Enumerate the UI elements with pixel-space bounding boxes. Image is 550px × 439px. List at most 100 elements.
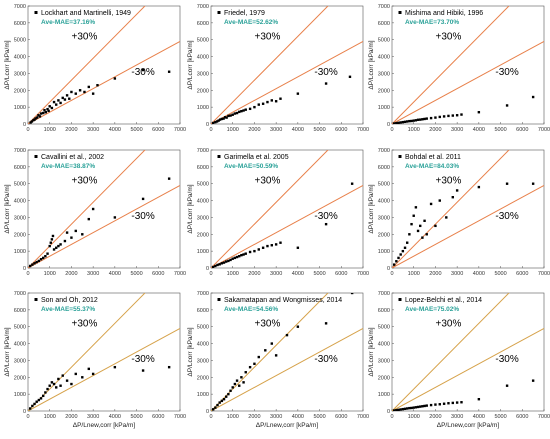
data-point [44, 391, 47, 394]
plus-30-line [28, 150, 146, 268]
data-point [395, 408, 398, 411]
x-tick-label: 3000 [451, 414, 463, 420]
data-point [52, 100, 56, 104]
plot-frame [391, 149, 545, 269]
y-tick-label: 6000 [378, 308, 390, 314]
data-point [429, 116, 433, 120]
data-point [505, 384, 509, 387]
data-points [392, 182, 535, 266]
data-point [416, 118, 420, 121]
y-tick-label: 3000 [378, 358, 390, 364]
data-point [460, 401, 463, 404]
plus-30-line [28, 293, 146, 411]
x-tick-label: 7000 [357, 414, 369, 420]
y-tick-label: 0 [23, 266, 26, 272]
y-tick-label: 6000 [378, 165, 390, 171]
data-point [423, 219, 426, 222]
y-tick-label: 6000 [378, 21, 390, 27]
data-point [225, 395, 228, 398]
data-point [421, 118, 424, 121]
data-point [397, 121, 400, 124]
data-point [61, 96, 64, 100]
data-point [438, 403, 441, 406]
data-point [240, 109, 243, 113]
plus-30-label: +30% [255, 319, 281, 330]
data-point [31, 263, 34, 266]
minus-30-label: -30% [495, 354, 518, 365]
x-tick-label: 7000 [538, 127, 550, 133]
data-point [81, 233, 84, 236]
legend-label: Garimella et al. 2005 [224, 154, 289, 161]
plot-frame [391, 5, 545, 125]
data-point [253, 249, 256, 253]
data-point [235, 111, 239, 115]
minus-30-label: -30% [131, 211, 154, 222]
data-point [244, 371, 247, 374]
data-point [531, 95, 535, 99]
data-point [46, 252, 49, 255]
minus-30-line [211, 40, 363, 124]
y-tick-label: 7000 [197, 148, 209, 154]
y-axis-label: ΔP/Lcorr [kPa/m] [4, 40, 11, 89]
y-tick-label: 2000 [378, 88, 390, 94]
data-point [214, 120, 217, 124]
data-point [392, 263, 396, 266]
data-point [35, 116, 39, 119]
data-point [39, 397, 43, 400]
data-point [253, 105, 256, 109]
x-tick-label: 0 [209, 271, 212, 277]
data-point [33, 402, 36, 406]
y-tick-label: 5000 [14, 325, 26, 331]
data-point [50, 106, 54, 110]
data-point [231, 386, 234, 389]
y-axis-label: ΔP/Lcorr [kPa/m] [187, 327, 194, 376]
legend-marker [398, 11, 402, 14]
y-tick-label: 1000 [378, 249, 390, 255]
y-tick-label: 2000 [14, 88, 26, 94]
x-tick-label: 1000 [227, 127, 239, 133]
y-tick-label: 2000 [378, 232, 390, 238]
data-point [410, 222, 413, 226]
x-tick-label: 4000 [109, 271, 121, 277]
legend-marker [217, 11, 221, 14]
y-tick-label: 7000 [14, 291, 26, 297]
y-tick-label: 4000 [378, 55, 390, 61]
data-point [477, 111, 481, 114]
data-point [52, 248, 56, 251]
data-point [220, 117, 224, 121]
plot-frame [27, 5, 181, 125]
mae-label: Ave-MAE=52.62% [224, 19, 278, 26]
data-point [57, 99, 60, 102]
x-tick-label: 7000 [538, 271, 550, 277]
x-tick-label: 3000 [87, 414, 99, 420]
data-point [296, 92, 300, 95]
minus-30-line [392, 327, 544, 411]
y-tick-label: 2000 [14, 375, 26, 381]
legend-marker [34, 11, 38, 14]
legend-label: Friedel, 1979 [224, 10, 265, 17]
data-point [410, 119, 413, 123]
y-tick-label: 4000 [14, 342, 26, 348]
plus-30-label: +30% [72, 319, 98, 330]
plot-frame [391, 292, 545, 412]
data-point [42, 111, 45, 115]
x-tick-label: 5000 [130, 414, 142, 420]
legend-label: Mishima and Hibiki, 1996 [405, 10, 483, 17]
data-point [419, 405, 422, 408]
data-point [59, 243, 62, 246]
x-tick-label: 6000 [516, 414, 528, 420]
data-point [399, 253, 402, 256]
data-points [29, 68, 171, 124]
y-tick-label: 2000 [197, 232, 209, 238]
data-point [113, 77, 117, 80]
data-point [451, 401, 454, 405]
mae-label: Ave-MAE=54.56% [224, 306, 278, 313]
legend-label: Cavallini et al., 2002 [41, 154, 104, 161]
y-axis-label: ΔP/Lcorr [kPa/m] [368, 184, 375, 233]
data-point [244, 108, 247, 111]
data-point [266, 100, 269, 104]
data-point [410, 406, 413, 410]
data-point [50, 238, 54, 241]
y-tick-label: 1000 [14, 392, 26, 398]
